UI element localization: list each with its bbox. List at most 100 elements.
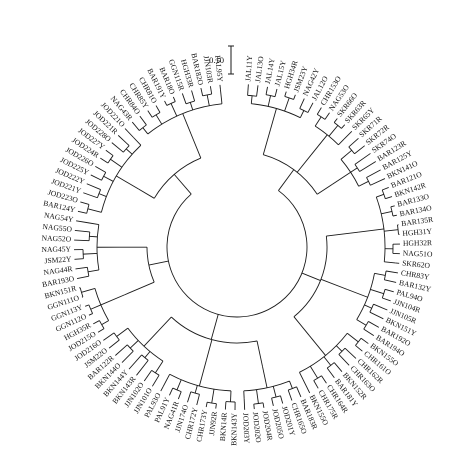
leaf-label: NAG55O <box>42 222 73 234</box>
node-arc <box>126 344 134 352</box>
internal-branch <box>376 193 384 198</box>
leaf-branch <box>200 87 204 96</box>
leaf-branch <box>209 86 213 95</box>
internal-branch <box>110 158 123 168</box>
internal-branch <box>284 97 290 112</box>
internal-branch <box>314 116 322 127</box>
node-arc <box>326 362 335 369</box>
leaf-branch <box>131 121 140 131</box>
leaf-branch <box>373 303 388 311</box>
leaf-branch <box>262 402 265 408</box>
clade-branch <box>358 228 384 233</box>
internal-branch <box>89 235 98 238</box>
supergroup-branch <box>205 339 213 362</box>
internal-branch <box>194 385 198 394</box>
internal-branch <box>101 320 109 326</box>
node-arc <box>190 391 200 395</box>
leaf-branch <box>77 210 87 214</box>
clade-branch <box>198 360 207 387</box>
leaf-label: SKR62O <box>402 258 431 270</box>
leaf-branch <box>355 345 363 352</box>
internal-branch <box>81 287 96 293</box>
supergroup-branch <box>138 188 155 199</box>
leaf-branch <box>205 402 208 408</box>
leaf-branch <box>187 391 192 403</box>
leaf-branch <box>354 145 365 155</box>
internal-branch <box>90 304 101 310</box>
internal-branch <box>170 103 178 117</box>
leaf-branch <box>83 192 98 199</box>
leaf-branch <box>90 174 102 181</box>
leaf-label: NAG44R <box>43 264 74 277</box>
node-arc <box>354 164 360 172</box>
leaf-branch <box>256 85 259 97</box>
leaf-branch <box>293 94 296 100</box>
node-arc <box>122 145 130 153</box>
node-arc <box>99 320 105 329</box>
leaf-branch <box>369 311 384 320</box>
leaf-label: BAR135R <box>401 215 435 228</box>
root-branch <box>278 169 295 191</box>
node-arc <box>86 267 90 277</box>
supergroup-branch <box>296 154 312 173</box>
internal-branch <box>87 208 102 213</box>
leaf-label: JAL11Y <box>243 55 254 82</box>
supergroup-arc <box>293 235 328 318</box>
node-arc <box>288 386 297 391</box>
leaf-branch <box>128 354 142 370</box>
leaf-label: NAG45Y <box>41 245 71 254</box>
clade-branch <box>346 288 368 298</box>
leaf-label: BKN14R <box>218 411 229 441</box>
supergroup-branch <box>124 281 155 296</box>
internal-branch <box>162 374 171 387</box>
leaf-branch <box>368 321 380 328</box>
leaf-branch <box>359 161 377 172</box>
tree-branches <box>74 84 400 410</box>
clade-branch <box>308 335 326 356</box>
leaf-branch <box>74 258 84 260</box>
leaf-branch <box>76 275 89 279</box>
internal-branch <box>103 175 114 182</box>
internal-branch <box>155 114 163 125</box>
supergroup-branch <box>190 133 202 159</box>
clade-branch <box>332 171 351 185</box>
leaf-branch <box>172 96 176 102</box>
node-arc <box>390 206 394 217</box>
internal-branch <box>299 110 305 118</box>
clade-branch <box>116 175 139 190</box>
node-arc <box>363 321 369 330</box>
node-arc <box>265 94 276 98</box>
node-arc <box>338 347 346 355</box>
leaf-branch <box>196 394 200 406</box>
node-arc <box>381 189 386 199</box>
leaf-branch <box>299 98 305 109</box>
leaf-label: JSM22Y <box>44 254 72 265</box>
leaf-branch <box>302 379 311 394</box>
leaf-branch <box>74 229 90 233</box>
internal-branch <box>328 125 339 137</box>
leaf-branch <box>344 347 357 359</box>
leaf-branch <box>80 201 90 205</box>
leaf-branch <box>181 93 187 104</box>
clade-node-arc <box>340 159 360 187</box>
leaf-branch <box>354 153 371 165</box>
leaf-branch <box>280 395 284 404</box>
leaf-branch <box>143 370 153 382</box>
leaf-branch <box>121 350 134 363</box>
supergroup-branch <box>158 316 172 331</box>
leaf-branch <box>191 90 196 102</box>
internal-branch <box>356 319 367 326</box>
internal-branch <box>338 138 345 146</box>
leaf-branch <box>265 86 268 95</box>
clade-branch <box>143 329 160 347</box>
leaf-branch <box>243 398 246 410</box>
node-arc <box>355 337 362 346</box>
leaf-branch <box>316 107 322 115</box>
leaf-branch <box>75 266 88 270</box>
leaf-branch <box>307 102 314 113</box>
internal-branch <box>220 89 223 104</box>
internal-branch <box>309 366 319 379</box>
internal-branch <box>206 94 210 106</box>
leaf-branch <box>105 149 114 156</box>
